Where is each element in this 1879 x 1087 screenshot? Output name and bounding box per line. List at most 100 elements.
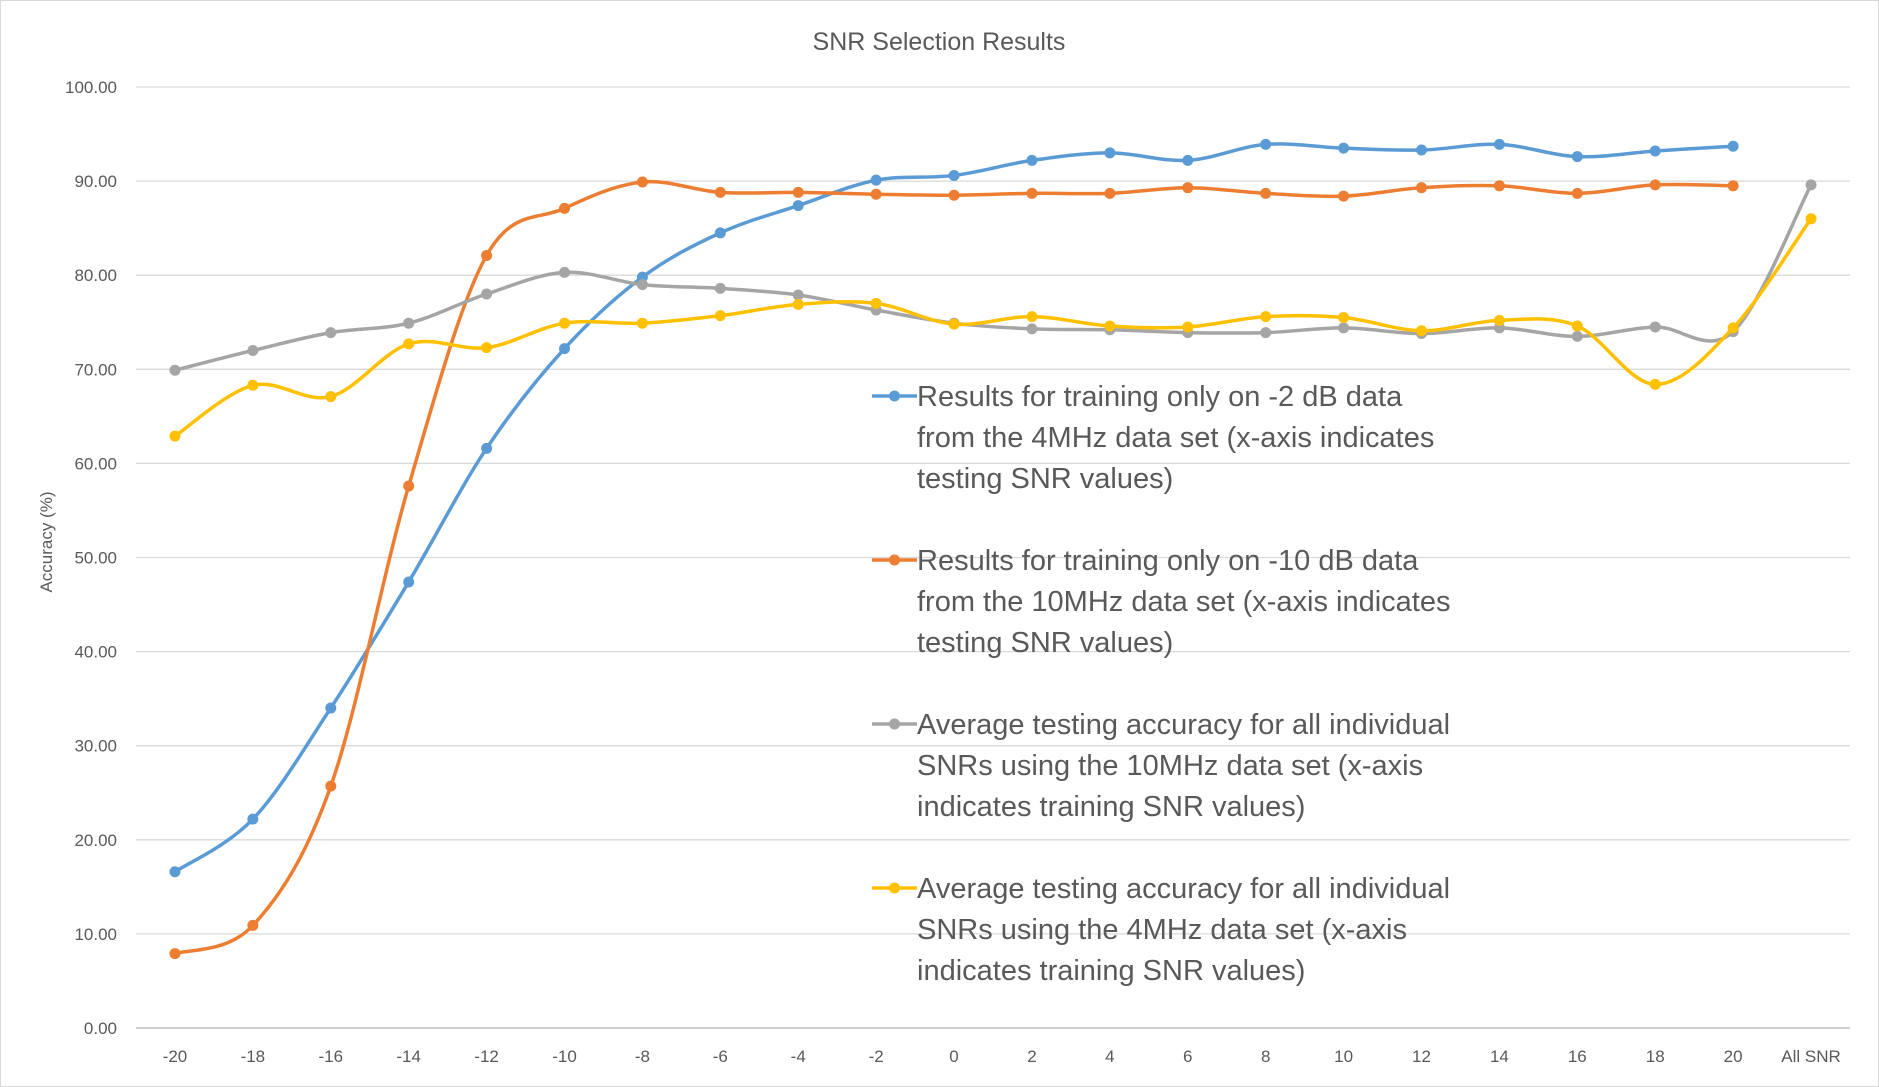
data-point — [792, 186, 804, 198]
data-point — [325, 702, 337, 714]
legend-swatch-marker — [889, 554, 900, 566]
data-point — [714, 310, 726, 322]
data-point — [714, 282, 726, 294]
data-point — [1338, 312, 1350, 324]
data-point — [870, 188, 882, 200]
data-point — [247, 919, 259, 931]
data-point — [792, 289, 804, 301]
data-point — [1260, 327, 1272, 339]
data-point — [1182, 154, 1194, 166]
series-3 — [169, 179, 1817, 376]
data-point — [559, 202, 570, 214]
y-tick-label: 70.00 — [74, 360, 117, 379]
data-point — [481, 342, 493, 354]
data-point — [1260, 311, 1272, 323]
x-tick-label: -20 — [163, 1047, 188, 1066]
data-point — [948, 189, 960, 201]
x-tick-label: -14 — [396, 1047, 421, 1066]
data-point — [1104, 187, 1116, 199]
y-tick-label: 20.00 — [74, 831, 117, 850]
y-axis-label: Accuracy (%) — [37, 491, 56, 592]
data-point — [325, 391, 337, 403]
data-point — [559, 343, 570, 355]
data-point — [1338, 190, 1350, 202]
data-point — [1649, 179, 1661, 191]
data-point — [636, 176, 648, 188]
x-tick-label: 6 — [1183, 1047, 1192, 1066]
x-tick-label: 8 — [1261, 1047, 1270, 1066]
data-point — [1104, 147, 1116, 159]
data-point — [1416, 182, 1427, 194]
x-tick-label: All SNR — [1781, 1047, 1841, 1066]
data-point — [325, 327, 337, 339]
legend-label: SNRs using the 10MHz data set (x-axis — [917, 750, 1423, 782]
legend-entry-2: Results for training only on -10 dB data… — [872, 545, 1450, 659]
legend-entry-1: Results for training only on -2 dB data f… — [872, 381, 1434, 495]
legend-label: Results for training only on -2 dB data — [917, 381, 1403, 413]
legend-entry-4: Average testing accuracy for all individ… — [872, 873, 1450, 987]
data-point — [1649, 321, 1661, 333]
data-point — [948, 318, 960, 330]
x-tick-label: -6 — [713, 1047, 728, 1066]
data-point — [325, 780, 337, 792]
data-point — [714, 186, 726, 198]
data-point — [948, 169, 960, 181]
data-point — [1260, 187, 1272, 199]
data-point — [1026, 154, 1038, 166]
data-point — [559, 317, 570, 329]
legend-swatch-marker — [889, 718, 900, 730]
data-point — [1571, 187, 1583, 199]
data-point — [714, 227, 726, 239]
data-point — [403, 576, 415, 588]
data-point — [1571, 330, 1583, 342]
data-point — [247, 379, 259, 391]
y-tick-label: 60.00 — [74, 454, 117, 473]
data-point — [870, 297, 882, 309]
legend-label: Average testing accuracy for all individ… — [917, 873, 1450, 905]
data-point — [247, 813, 259, 825]
x-tick-label: 20 — [1724, 1047, 1743, 1066]
gridlines — [136, 86, 1850, 1029]
x-tick-label: -4 — [791, 1047, 806, 1066]
data-point — [1416, 144, 1427, 156]
legend: Results for training only on -2 dB data f… — [872, 381, 1450, 987]
data-point — [792, 200, 804, 212]
data-point — [169, 948, 181, 960]
data-point — [636, 271, 648, 283]
data-point — [1260, 138, 1272, 150]
data-point — [1571, 151, 1583, 163]
data-point — [1649, 378, 1661, 390]
y-axis-ticks: 0.00 10.00 20.00 30.00 40.00 50.00 60.00 70.00 8… — [65, 78, 117, 1038]
data-point — [403, 480, 415, 492]
data-point — [1493, 180, 1505, 192]
data-point — [1493, 314, 1505, 326]
x-tick-label: 2 — [1027, 1047, 1036, 1066]
data-point — [1493, 322, 1505, 334]
data-point — [1104, 320, 1116, 332]
data-point — [403, 338, 415, 350]
x-tick-label: 10 — [1334, 1047, 1353, 1066]
data-point — [1727, 322, 1739, 334]
x-tick-label: 0 — [949, 1047, 958, 1066]
data-point — [169, 364, 181, 376]
y-tick-label: 90.00 — [74, 172, 117, 191]
x-tick-label: 14 — [1490, 1047, 1509, 1066]
series-lines — [169, 138, 1817, 960]
data-point — [636, 279, 648, 291]
data-point — [169, 430, 181, 442]
legend-entry-3: Average testing accuracy for all individ… — [872, 709, 1450, 823]
data-point — [1182, 182, 1194, 194]
y-tick-label: 0.00 — [84, 1019, 117, 1038]
legend-swatch-marker — [889, 882, 900, 894]
x-tick-label: 12 — [1412, 1047, 1431, 1066]
data-point — [870, 174, 882, 186]
data-point — [1805, 213, 1817, 225]
data-point — [1026, 311, 1038, 323]
data-point — [481, 288, 493, 300]
legend-label: indicates training SNR values) — [917, 955, 1305, 987]
data-point — [1026, 323, 1038, 335]
legend-label: from the 4MHz data set (x-axis indicates — [917, 422, 1434, 454]
y-tick-label: 50.00 — [74, 549, 117, 568]
data-point — [1182, 321, 1194, 333]
